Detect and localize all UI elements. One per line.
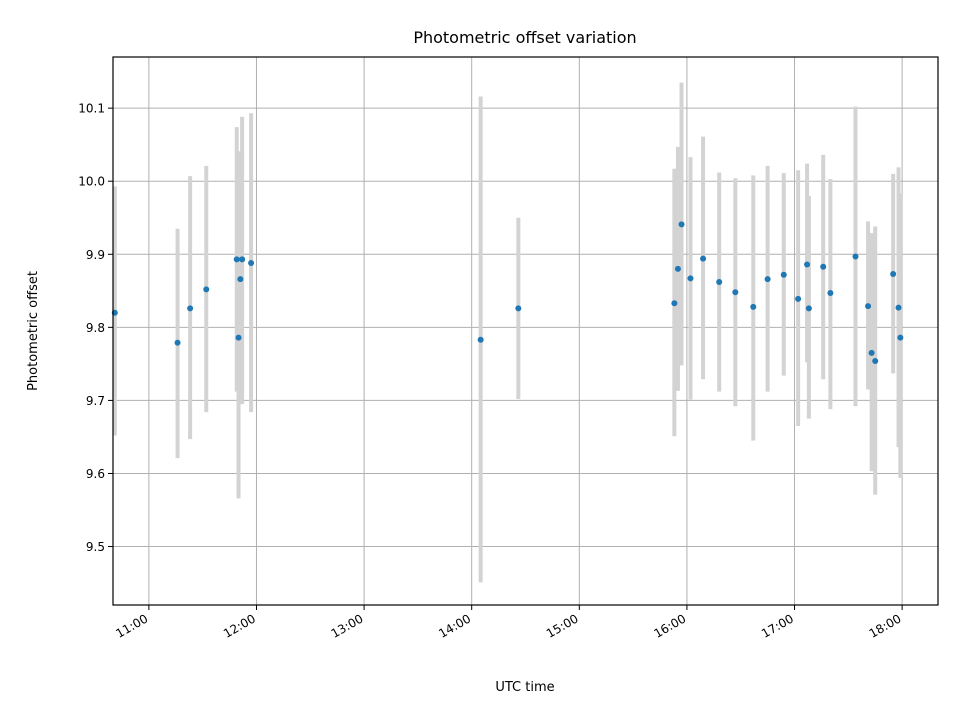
y-tick-label: 9.9 <box>86 248 105 262</box>
data-point <box>805 305 812 312</box>
data-point <box>237 276 244 283</box>
data-point <box>174 339 181 346</box>
data-point <box>235 334 242 341</box>
y-axis-ticks: 9.5 9.6 9.7 9.8 9.9 10.0 10.1 <box>78 102 113 554</box>
data-point <box>780 271 787 278</box>
data-point <box>248 260 255 267</box>
data-point <box>890 271 897 278</box>
data-point <box>700 255 707 262</box>
data-point <box>678 221 685 228</box>
data-point <box>827 290 834 297</box>
y-tick-label: 9.5 <box>86 540 105 554</box>
data-point <box>852 253 859 260</box>
data-point <box>750 303 757 310</box>
data-point <box>477 336 484 343</box>
data-point <box>671 300 678 307</box>
data-point <box>804 261 811 268</box>
data-point <box>868 349 875 356</box>
y-tick-label: 10.0 <box>78 175 105 189</box>
y-axis-label: Photometric offset <box>26 271 41 391</box>
data-point <box>764 276 771 283</box>
data-point <box>732 289 739 296</box>
x-axis-label: UTC time <box>495 680 554 695</box>
data-point <box>865 303 872 310</box>
data-point <box>897 334 904 341</box>
y-tick-label: 10.1 <box>78 102 105 116</box>
y-tick-label: 9.8 <box>86 321 105 335</box>
data-points <box>111 221 904 364</box>
data-point <box>187 305 194 312</box>
data-point <box>233 256 240 263</box>
y-tick-label: 9.7 <box>86 394 105 408</box>
data-point <box>716 279 723 286</box>
data-point <box>687 275 694 282</box>
data-point <box>872 357 879 364</box>
data-point <box>515 305 522 312</box>
data-point <box>203 286 210 293</box>
data-point <box>820 263 827 270</box>
y-tick-label: 9.6 <box>86 467 105 481</box>
data-point <box>895 304 902 311</box>
plot-frame <box>112 56 939 606</box>
data-point <box>795 295 802 302</box>
data-point <box>239 256 246 263</box>
chart-title: Photometric offset variation <box>413 28 636 47</box>
data-point <box>674 265 681 272</box>
